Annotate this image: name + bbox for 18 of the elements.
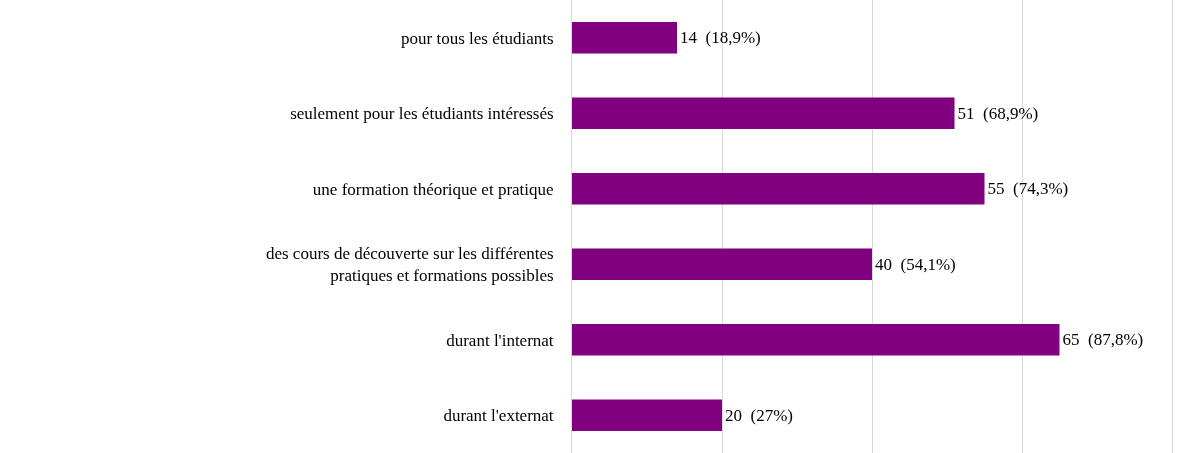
data-label: 65 (87,8%) (1062, 330, 1144, 350)
bar (572, 248, 872, 281)
bar (572, 21, 677, 54)
y-tick-label: durant l'externat (443, 406, 554, 426)
bar (572, 323, 1060, 356)
data-label: 20 (27%) (725, 405, 793, 425)
data-label: 40 (54,1%) (875, 254, 956, 274)
bar (572, 399, 722, 432)
y-tick-label: pour tous les étudiants (401, 28, 554, 48)
data-label: 55 (74,3%) (987, 179, 1069, 199)
y-tick-label: une formation théorique et pratique (312, 179, 554, 199)
bar (572, 97, 955, 130)
y-tick-label: durant l'internat (446, 330, 554, 350)
data-label: 51 (68,9%) (957, 103, 1039, 123)
data-label: 14 (18,9%) (680, 28, 761, 48)
bar (572, 172, 985, 205)
y-tick-label: seulement pour les étudiants intéressés (290, 104, 554, 124)
y-tick-label: des cours de découverte sur les différentes pratiques et formations possibles (265, 244, 554, 286)
